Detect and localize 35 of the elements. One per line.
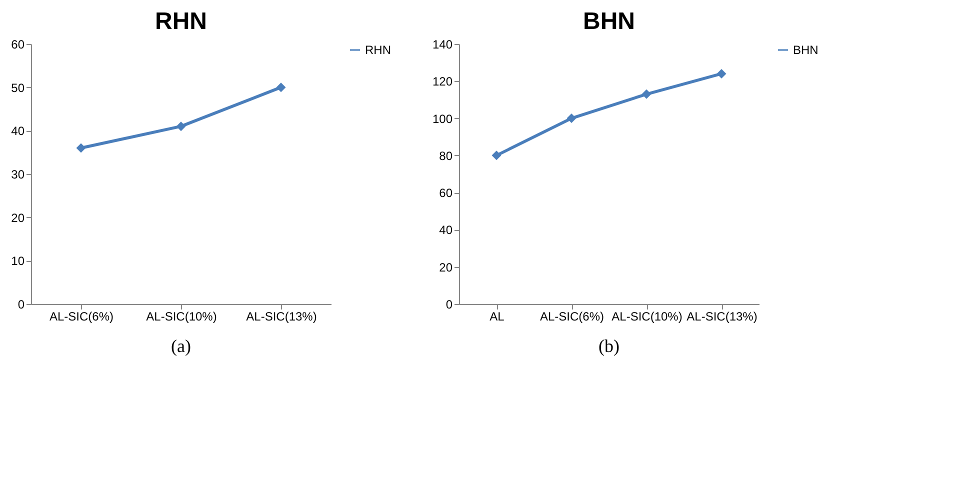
y-tick-label: 40 (11, 124, 25, 138)
y-tick-label: 40 (439, 223, 453, 238)
point (276, 82, 286, 92)
x-tick-label: AL-SIC(13%) (246, 310, 317, 324)
x-tick-label: AL-SIC(6%) (540, 310, 604, 324)
y-tick-label: 120 (432, 74, 453, 89)
y-tick-label: 20 (11, 210, 25, 225)
y-tick-label: 50 (11, 80, 25, 95)
text: (b) (598, 336, 620, 356)
point (492, 150, 502, 160)
x-tick-label: AL (490, 310, 505, 324)
y-tick-label: 60 (11, 38, 25, 52)
x-tick-label: AL-SIC(10%) (612, 310, 682, 324)
y-tick-label: 80 (439, 148, 453, 163)
y-tick-label: 30 (11, 168, 25, 182)
point (76, 143, 86, 153)
y-tick-label: 140 (432, 38, 453, 52)
legend-label: BHN (793, 43, 818, 57)
point (642, 89, 652, 99)
legend-label: RHN (365, 43, 391, 57)
text: (a) (171, 336, 191, 356)
x-tick-label: AL-SIC(10%) (146, 310, 217, 324)
point (566, 114, 576, 124)
y-tick-label: 0 (446, 298, 453, 312)
chart-title: BHN (583, 8, 635, 35)
chart-title: RHN (155, 8, 207, 35)
y-tick-label: 10 (11, 254, 25, 268)
x-tick-label: AL-SIC(13%) (686, 310, 758, 324)
point (716, 68, 726, 78)
y-tick-label: 100 (432, 112, 453, 126)
point (176, 122, 186, 132)
y-tick-label: 60 (439, 186, 453, 200)
x-tick-label: AL-SIC(6%) (49, 310, 114, 324)
y-tick-label: 20 (439, 260, 453, 274)
y-tick-label: 0 (18, 298, 25, 312)
